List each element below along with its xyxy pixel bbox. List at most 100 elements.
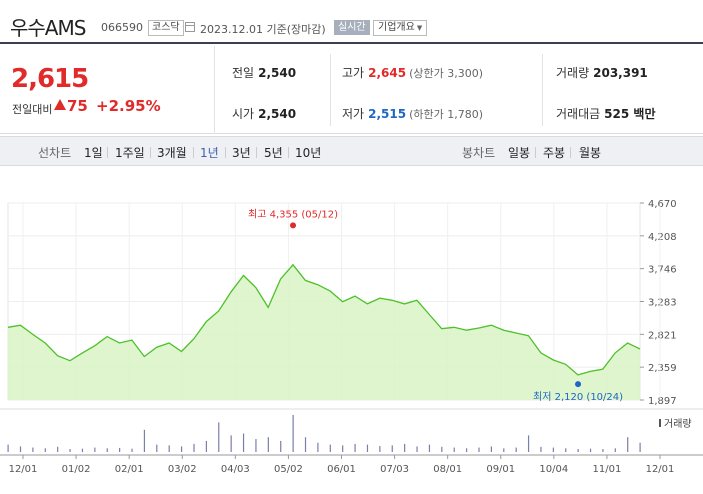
volume-bar <box>627 437 629 452</box>
divider <box>570 147 571 158</box>
y-tick-label: 3,746 <box>648 265 677 276</box>
min-marker <box>575 381 582 388</box>
volume-bar <box>119 447 121 452</box>
volume-bar <box>416 446 418 452</box>
volume-bar <box>69 449 71 452</box>
price-area <box>8 264 640 400</box>
change-label: 전일대비 <box>12 103 53 116</box>
price-chart-svg: 4,670 4,208 3,746 3,283 2,821 2,359 1,897 12/01… <box>0 199 703 475</box>
divider <box>150 147 151 158</box>
tab-3m[interactable]: 3개월 <box>157 146 187 160</box>
volume-bar <box>81 448 84 452</box>
stat-value: 525 백만 <box>604 107 656 121</box>
current-price-panel: 2,615 전일대비 75 +2.95% <box>0 46 215 134</box>
volume-bar <box>32 447 34 452</box>
company-info-button[interactable]: 기업개요 ▼ <box>373 20 428 36</box>
x-tick-label: 02/01 <box>115 464 144 475</box>
tab-10y[interactable]: 10년 <box>295 146 322 160</box>
tab-5y[interactable]: 5년 <box>264 146 283 160</box>
volume-bar <box>490 446 492 452</box>
tab-daily[interactable]: 일봉 <box>508 146 531 160</box>
realtime-button[interactable]: 실시간 <box>334 20 370 35</box>
stat-value: 2,540 <box>258 107 297 121</box>
tab-weekly[interactable]: 주봉 <box>543 146 566 160</box>
volume-bar <box>44 448 46 452</box>
tab-monthly[interactable]: 월봉 <box>579 146 602 160</box>
base-date: 2023.12.01 기준(장마감) <box>200 21 326 37</box>
price-chart: 4,670 4,208 3,746 3,283 2,821 2,359 1,897 12/01… <box>0 190 703 490</box>
volume-bar <box>218 422 220 452</box>
y-tick-label: 2,359 <box>648 363 677 374</box>
chart-tabbar: 선차트 1일 1주일 3개월 1년 3년 5년 10년 봉차트 일봉 주봉 월봉 <box>0 136 703 166</box>
volume-bar <box>267 437 269 452</box>
volume-bar <box>577 449 579 452</box>
tab-1d[interactable]: 1일 <box>84 146 103 160</box>
x-tick-label: 12/01 <box>9 464 38 475</box>
y-tick-label: 3,283 <box>648 298 677 309</box>
volume-bar <box>527 435 530 452</box>
x-tick-label: 09/01 <box>486 464 515 475</box>
divider <box>330 54 331 126</box>
current-price: 2,615 <box>11 64 89 94</box>
x-tick-label: 06/01 <box>327 464 356 475</box>
volume-bar <box>478 447 480 452</box>
volume-bar <box>180 446 183 452</box>
volume-bar <box>193 443 195 452</box>
change-percent: +2.95% <box>96 97 161 115</box>
volume-icon <box>659 419 661 427</box>
tab-1w[interactable]: 1주일 <box>115 146 145 160</box>
volume-bar <box>19 446 22 452</box>
divider <box>256 147 257 158</box>
company-info-label: 기업개요 <box>378 22 415 33</box>
y-tick-label: 4,670 <box>648 199 677 210</box>
y-tick-label: 2,821 <box>648 330 677 341</box>
stat-open: 시가 2,540 <box>232 105 296 122</box>
volume-bar <box>329 444 331 452</box>
lower-limit: (하한가 1,780) <box>409 108 483 121</box>
x-tick-label: 05/02 <box>274 464 303 475</box>
volume-bar <box>366 444 369 452</box>
divider <box>193 147 194 158</box>
stat-value: 2,645 <box>368 66 407 80</box>
stock-header: 우수AMS 066590 코스닥 2023.12.01 기준(장마감) 실시간 … <box>0 0 703 44</box>
y-tick-label: 1,897 <box>648 396 677 407</box>
divider <box>107 147 108 158</box>
x-tick-label: 04/03 <box>221 464 250 475</box>
volume-bar <box>565 448 567 452</box>
date-basis: 기준(장마감) <box>266 23 326 36</box>
stat-label: 저가 <box>342 107 365 121</box>
divider <box>288 147 289 158</box>
volume-bar <box>94 447 96 452</box>
volume-bar <box>428 444 431 452</box>
stat-label: 고가 <box>342 66 365 80</box>
tab-1y[interactable]: 1년 <box>200 146 219 160</box>
volume-bar <box>168 445 170 452</box>
volume-bar <box>589 448 592 452</box>
calendar-icon <box>185 22 195 32</box>
market-badge: 코스닥 <box>148 20 184 36</box>
volume-bar <box>317 442 319 452</box>
stat-prev: 전일 2,540 <box>232 64 296 81</box>
chevron-down-icon: ▼ <box>416 24 423 32</box>
volume-bar <box>7 444 9 452</box>
volume-bar <box>639 442 641 452</box>
stat-label: 거래량 <box>556 66 590 80</box>
line-chart-label: 선차트 <box>38 146 72 160</box>
x-tick-label: 10/04 <box>539 464 568 475</box>
volume-bar <box>242 433 245 452</box>
volume-bar <box>280 440 282 452</box>
up-arrow-icon <box>54 99 66 110</box>
date-value: 2023.12.01 <box>200 23 263 36</box>
volume-bar <box>379 446 381 452</box>
volume-bar <box>552 447 554 452</box>
divider <box>225 147 226 158</box>
max-label: 최고 4,355 (05/12) <box>248 208 338 220</box>
y-tick-label: 4,208 <box>648 232 677 243</box>
price-line <box>7 263 641 376</box>
change-value: 75 <box>67 97 88 115</box>
tab-3y[interactable]: 3년 <box>232 146 251 160</box>
volume-bar <box>602 449 604 452</box>
x-tick-label: 11/01 <box>593 464 622 475</box>
volume-bar <box>304 437 307 452</box>
volume-bar <box>106 448 108 452</box>
